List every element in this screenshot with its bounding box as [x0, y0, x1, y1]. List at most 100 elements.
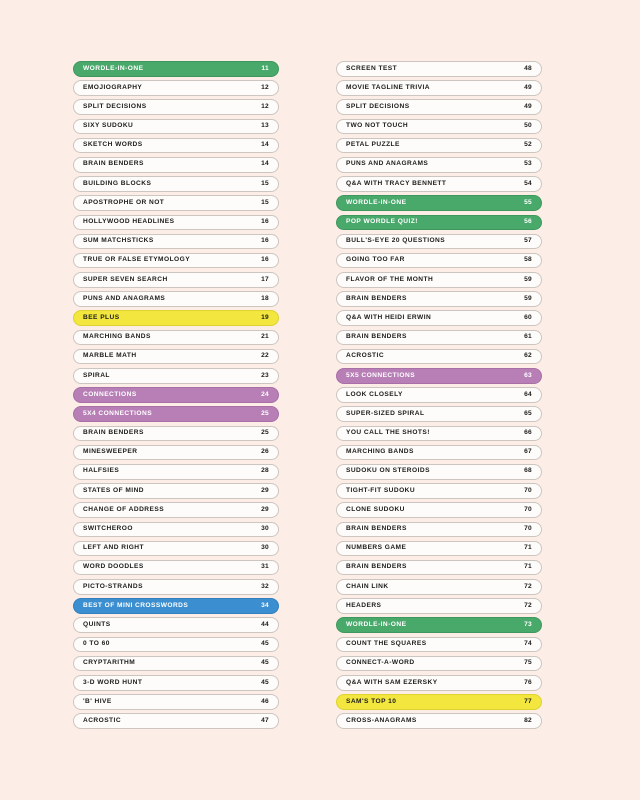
toc-entry-row[interactable]: WORDLE-IN-ONE 55 [336, 195, 542, 211]
toc-entry-page-number: 75 [524, 659, 532, 667]
toc-entry-row[interactable]: BRAIN BENDERS 25 [73, 425, 279, 442]
toc-entry-row[interactable]: LOOK CLOSELY 64 [336, 387, 542, 403]
toc-entry-title: BRAIN BENDERS [83, 429, 144, 437]
toc-entry-row[interactable]: TWO NOT TOUCH 50 [336, 118, 542, 135]
toc-entry-row[interactable]: Q&A WITH TRACY BENNETT 54 [336, 176, 542, 192]
toc-entry-row[interactable]: Q&A WITH HEIDI ERWIN 60 [336, 310, 542, 327]
toc-entry-row[interactable]: CONNECT-A-WORD 75 [336, 655, 542, 672]
toc-entry-row[interactable]: HEADERS 72 [336, 598, 542, 614]
toc-entry-row[interactable]: SCREEN TEST 48 [336, 61, 542, 77]
toc-entry-row[interactable]: WORD DOODLES 31 [73, 559, 279, 576]
toc-entry-page-number: 71 [524, 544, 532, 552]
toc-entry-row[interactable]: YOU CALL THE SHOTS! 66 [336, 425, 542, 442]
toc-entry-title: YOU CALL THE SHOTS! [346, 429, 430, 437]
toc-entry-row[interactable]: PUNS AND ANAGRAMS 18 [73, 291, 279, 307]
toc-entry-row[interactable]: SKETCH WORDS 14 [73, 137, 279, 154]
toc-entry-title: NUMBERS GAME [346, 544, 407, 552]
toc-entry-row[interactable]: EMOJIOGRAPHY 12 [73, 80, 279, 96]
toc-entry-row[interactable]: SUDOKU ON STEROIDS 68 [336, 463, 542, 480]
toc-entry-title: APOSTROPHE OR NOT [83, 198, 165, 206]
toc-entry-title: ACROSTIC [346, 352, 385, 360]
toc-entry-title: TIGHT-FIT SUDOKU [346, 486, 416, 494]
toc-entry-row[interactable]: BRAIN BENDERS 14 [73, 156, 279, 173]
toc-entry-row[interactable]: SAM'S TOP 10 77 [336, 694, 542, 710]
toc-entry-page-number: 13 [261, 122, 269, 130]
toc-entry-row[interactable]: HOLLYWOOD HEADLINES 16 [73, 214, 279, 231]
toc-entry-row[interactable]: TIGHT-FIT SUDOKU 70 [336, 483, 542, 499]
toc-entry-row[interactable]: ACROSTIC 62 [336, 348, 542, 365]
toc-entry-row[interactable]: BEST OF MINI CROSSWORDS 34 [73, 598, 279, 614]
toc-entry-row[interactable]: MARCHING BANDS 67 [336, 444, 542, 461]
toc-entry-row[interactable]: PUNS AND ANAGRAMS 53 [336, 156, 542, 173]
toc-entry-row[interactable]: COUNT THE SQUARES 74 [336, 636, 542, 653]
toc-entry-title: STATES OF MIND [83, 486, 145, 494]
toc-entry-row[interactable]: 3-D WORD HUNT 45 [73, 675, 279, 691]
toc-entry-row[interactable]: SWITCHEROO 30 [73, 521, 279, 538]
toc-entry-row[interactable]: QUINTS 44 [73, 617, 279, 634]
toc-entry-row[interactable]: BEE PLUS 19 [73, 310, 279, 327]
toc-entry-row[interactable]: BRAIN BENDERS 59 [336, 291, 542, 307]
toc-entry-row[interactable]: SPLIT DECISIONS 49 [336, 99, 542, 115]
toc-entry-row[interactable]: NUMBERS GAME 71 [336, 540, 542, 557]
toc-entry-page-number: 14 [261, 160, 269, 168]
toc-entry-row[interactable]: SPLIT DECISIONS 12 [73, 99, 279, 115]
toc-entry-row[interactable]: CRYPTARITHM 45 [73, 655, 279, 672]
toc-entry-row[interactable]: APOSTROPHE OR NOT 15 [73, 195, 279, 211]
toc-entry-title: CHAIN LINK [346, 582, 389, 590]
toc-entry-page-number: 60 [524, 313, 532, 321]
toc-entry-row[interactable]: 5X4 CONNECTIONS 25 [73, 406, 279, 422]
toc-entry-row[interactable]: 0 TO 60 45 [73, 636, 279, 653]
toc-entry-row[interactable]: FLAVOR OF THE MONTH 59 [336, 272, 542, 288]
toc-entry-row[interactable]: GOING TOO FAR 58 [336, 252, 542, 269]
toc-entry-row[interactable]: SUM MATCHSTICKS 16 [73, 233, 279, 250]
toc-entry-row[interactable]: STATES OF MIND 29 [73, 483, 279, 499]
toc-entry-title: BRAIN BENDERS [346, 563, 407, 571]
toc-entry-page-number: 82 [524, 716, 532, 724]
toc-entry-row[interactable]: SPIRAL 23 [73, 368, 279, 384]
toc-entry-row[interactable]: CLONE SUDOKU 70 [336, 502, 542, 518]
toc-entry-row[interactable]: MOVIE TAGLINE TRIVIA 49 [336, 80, 542, 96]
toc-entry-page-number: 55 [524, 198, 532, 206]
toc-entry-row[interactable]: WORDLE-IN-ONE 11 [73, 61, 279, 77]
toc-entry-row[interactable]: 5X5 CONNECTIONS 63 [336, 368, 542, 384]
toc-entry-row[interactable]: BULL'S-EYE 20 QUESTIONS 57 [336, 233, 542, 250]
toc-entry-row[interactable]: Q&A WITH SAM EZERSKY 76 [336, 675, 542, 691]
toc-entry-page-number: 16 [261, 237, 269, 245]
toc-entry-row[interactable]: POP WORDLE QUIZ! 56 [336, 214, 542, 231]
toc-entry-title: HEADERS [346, 601, 382, 609]
toc-entry-title: MINESWEEPER [83, 448, 138, 456]
toc-entry-row[interactable]: ACROSTIC 47 [73, 713, 279, 729]
toc-entry-row[interactable]: BRAIN BENDERS 70 [336, 521, 542, 538]
toc-entry-row[interactable]: CROSS-ANAGRAMS 82 [336, 713, 542, 729]
toc-entry-row[interactable]: PETAL PUZZLE 52 [336, 137, 542, 154]
toc-entry-row[interactable]: CHAIN LINK 72 [336, 579, 542, 595]
toc-entry-row[interactable]: BRAIN BENDERS 71 [336, 559, 542, 576]
toc-entry-page-number: 25 [261, 409, 269, 417]
toc-entry-title: PUNS AND ANAGRAMS [83, 294, 166, 302]
toc-entry-row[interactable]: MARBLE MATH 22 [73, 348, 279, 365]
toc-entry-page-number: 23 [261, 371, 269, 379]
toc-entry-row[interactable]: LEFT AND RIGHT 30 [73, 540, 279, 557]
toc-entry-title: TRUE OR FALSE ETYMOLOGY [83, 256, 191, 264]
toc-entry-title: ACROSTIC [83, 716, 122, 724]
toc-entry-page-number: 29 [261, 505, 269, 513]
toc-entry-page-number: 19 [261, 313, 269, 321]
toc-entry-row[interactable]: MINESWEEPER 26 [73, 444, 279, 461]
toc-entry-row[interactable]: HALFSIES 28 [73, 463, 279, 480]
toc-entry-page-number: 16 [261, 256, 269, 264]
toc-entry-row[interactable]: WORDLE-IN-ONE 73 [336, 617, 542, 634]
toc-entry-row[interactable]: CHANGE OF ADDRESS 29 [73, 502, 279, 518]
toc-entry-row[interactable]: BRAIN BENDERS 61 [336, 329, 542, 346]
toc-entry-row[interactable]: SUPER-SIZED SPIRAL 65 [336, 406, 542, 422]
toc-entry-row[interactable]: SUPER SEVEN SEARCH 17 [73, 272, 279, 288]
toc-entry-row[interactable]: PICTO-STRANDS 32 [73, 579, 279, 595]
toc-entry-row[interactable]: TRUE OR FALSE ETYMOLOGY 16 [73, 252, 279, 269]
toc-entry-row[interactable]: CONNECTIONS 24 [73, 387, 279, 403]
toc-entry-page-number: 70 [524, 505, 532, 513]
toc-entry-row[interactable]: BUILDING BLOCKS 15 [73, 176, 279, 192]
toc-entry-row[interactable]: SIXY SUDOKU 13 [73, 118, 279, 135]
toc-entry-row[interactable]: MARCHING BANDS 21 [73, 329, 279, 346]
toc-entry-title: CONNECTIONS [83, 390, 137, 398]
toc-entry-row[interactable]: 'B' HIVE 46 [73, 694, 279, 710]
toc-entry-title: SWITCHEROO [83, 525, 133, 532]
